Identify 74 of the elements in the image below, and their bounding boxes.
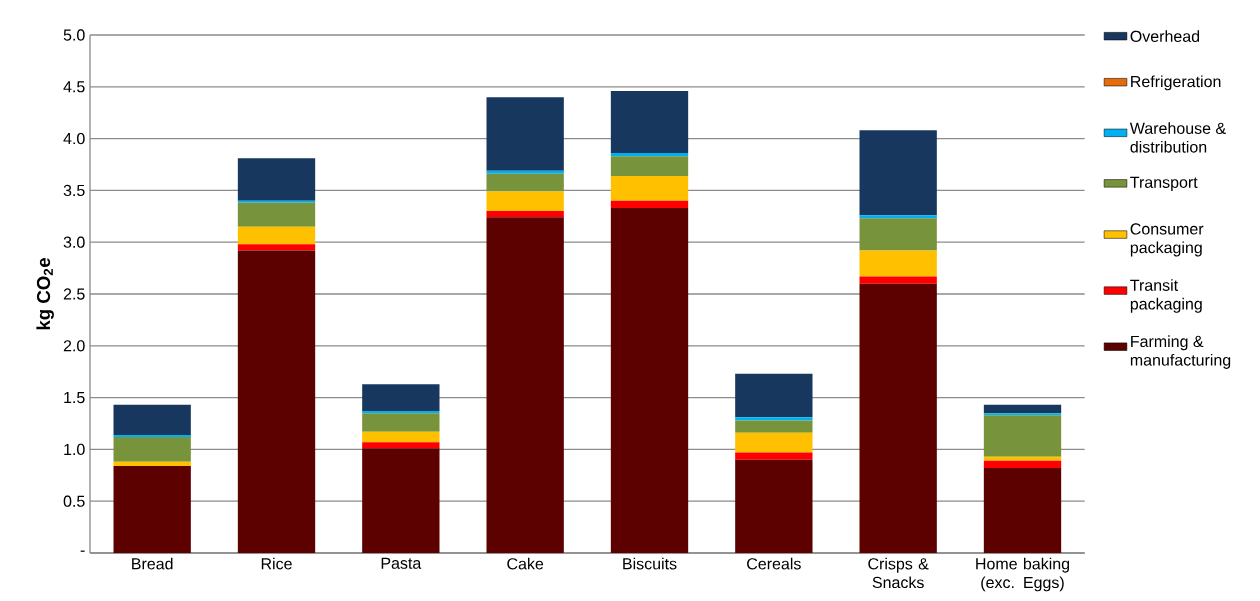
bar: [735, 420, 813, 433]
x-tick-label: Pasta: [381, 557, 422, 569]
bar: [735, 417, 813, 421]
bar: [859, 283, 937, 553]
bar: [237, 244, 316, 251]
bar: [237, 226, 316, 245]
legend-label: Overhead: [1130, 30, 1200, 42]
y-axis-title: kg CO$_{2}$e: [36, 258, 54, 330]
bar: [735, 432, 813, 453]
bar: [362, 413, 440, 432]
bar: [486, 211, 564, 218]
y-tick-label: 1.0: [64, 443, 85, 456]
bar: [983, 468, 1062, 553]
bar: [859, 215, 937, 219]
bar: [362, 411, 440, 414]
bar: [983, 460, 1062, 469]
bar: [983, 415, 1062, 457]
y-tick-label: 4.0: [63, 132, 85, 145]
bar: [237, 250, 316, 553]
bar: [113, 461, 191, 466]
y-tick-label: 2.0: [63, 340, 85, 352]
legend-label: Consumer packaging: [1130, 223, 1204, 257]
bar: [362, 448, 440, 553]
legend-label: Transport: [1130, 176, 1198, 192]
bar: [859, 218, 937, 251]
bar: [362, 384, 440, 412]
bar: [735, 373, 813, 418]
bar: [735, 459, 813, 553]
bar: [486, 191, 564, 212]
bar: [610, 90, 689, 154]
bar: [486, 173, 564, 192]
bar: [113, 404, 191, 435]
y-tick-label: 1.5: [64, 392, 85, 404]
y-tick-label: 4.5: [63, 81, 85, 93]
bar: [486, 170, 564, 174]
bar: [486, 97, 564, 171]
bar: [237, 158, 316, 201]
bar: [610, 156, 689, 176]
bar: [735, 452, 813, 460]
y-tick-label: 2.5: [63, 288, 85, 300]
legend-label: Farming & manufacturing: [1130, 335, 1231, 369]
bar: [610, 208, 689, 553]
bar: [113, 436, 191, 462]
bar: [113, 465, 191, 553]
y-tick-label: -: [80, 550, 85, 552]
bar: [486, 217, 564, 553]
x-tick-label: Biscuits: [623, 557, 677, 570]
legend-label: Refrigeration: [1131, 75, 1221, 91]
y-tick-label: 5.0: [63, 29, 85, 41]
x-tick-label: Crisps & Snacks: [868, 557, 929, 589]
bar: [113, 434, 191, 437]
x-tick-label: Cereals: [747, 557, 801, 570]
y-tick-label: 3.0: [63, 236, 85, 248]
bar: [610, 175, 689, 201]
bar: [362, 442, 440, 449]
bar: [983, 456, 1062, 461]
legend-label: Transit packaging: [1130, 279, 1202, 313]
y-tick-label: 0.5: [63, 495, 85, 507]
x-tick-label: Bread: [132, 557, 173, 570]
bar: [362, 431, 440, 443]
bar: [859, 250, 937, 277]
bar: [237, 200, 316, 203]
bar: [610, 153, 689, 157]
bar: [859, 130, 937, 216]
bar: [983, 404, 1062, 414]
y-tick-label: 3.5: [63, 184, 85, 197]
x-tick-label: Home baking (exc. Eggs): [976, 557, 1070, 592]
bar: [610, 200, 689, 209]
legend-label: Warehouse & distribution: [1129, 122, 1226, 153]
x-tick-label: Cake: [507, 557, 544, 570]
bar: [859, 276, 937, 284]
bar: [983, 413, 1062, 416]
bar: [237, 202, 316, 227]
x-tick-label: Rice: [261, 557, 292, 570]
